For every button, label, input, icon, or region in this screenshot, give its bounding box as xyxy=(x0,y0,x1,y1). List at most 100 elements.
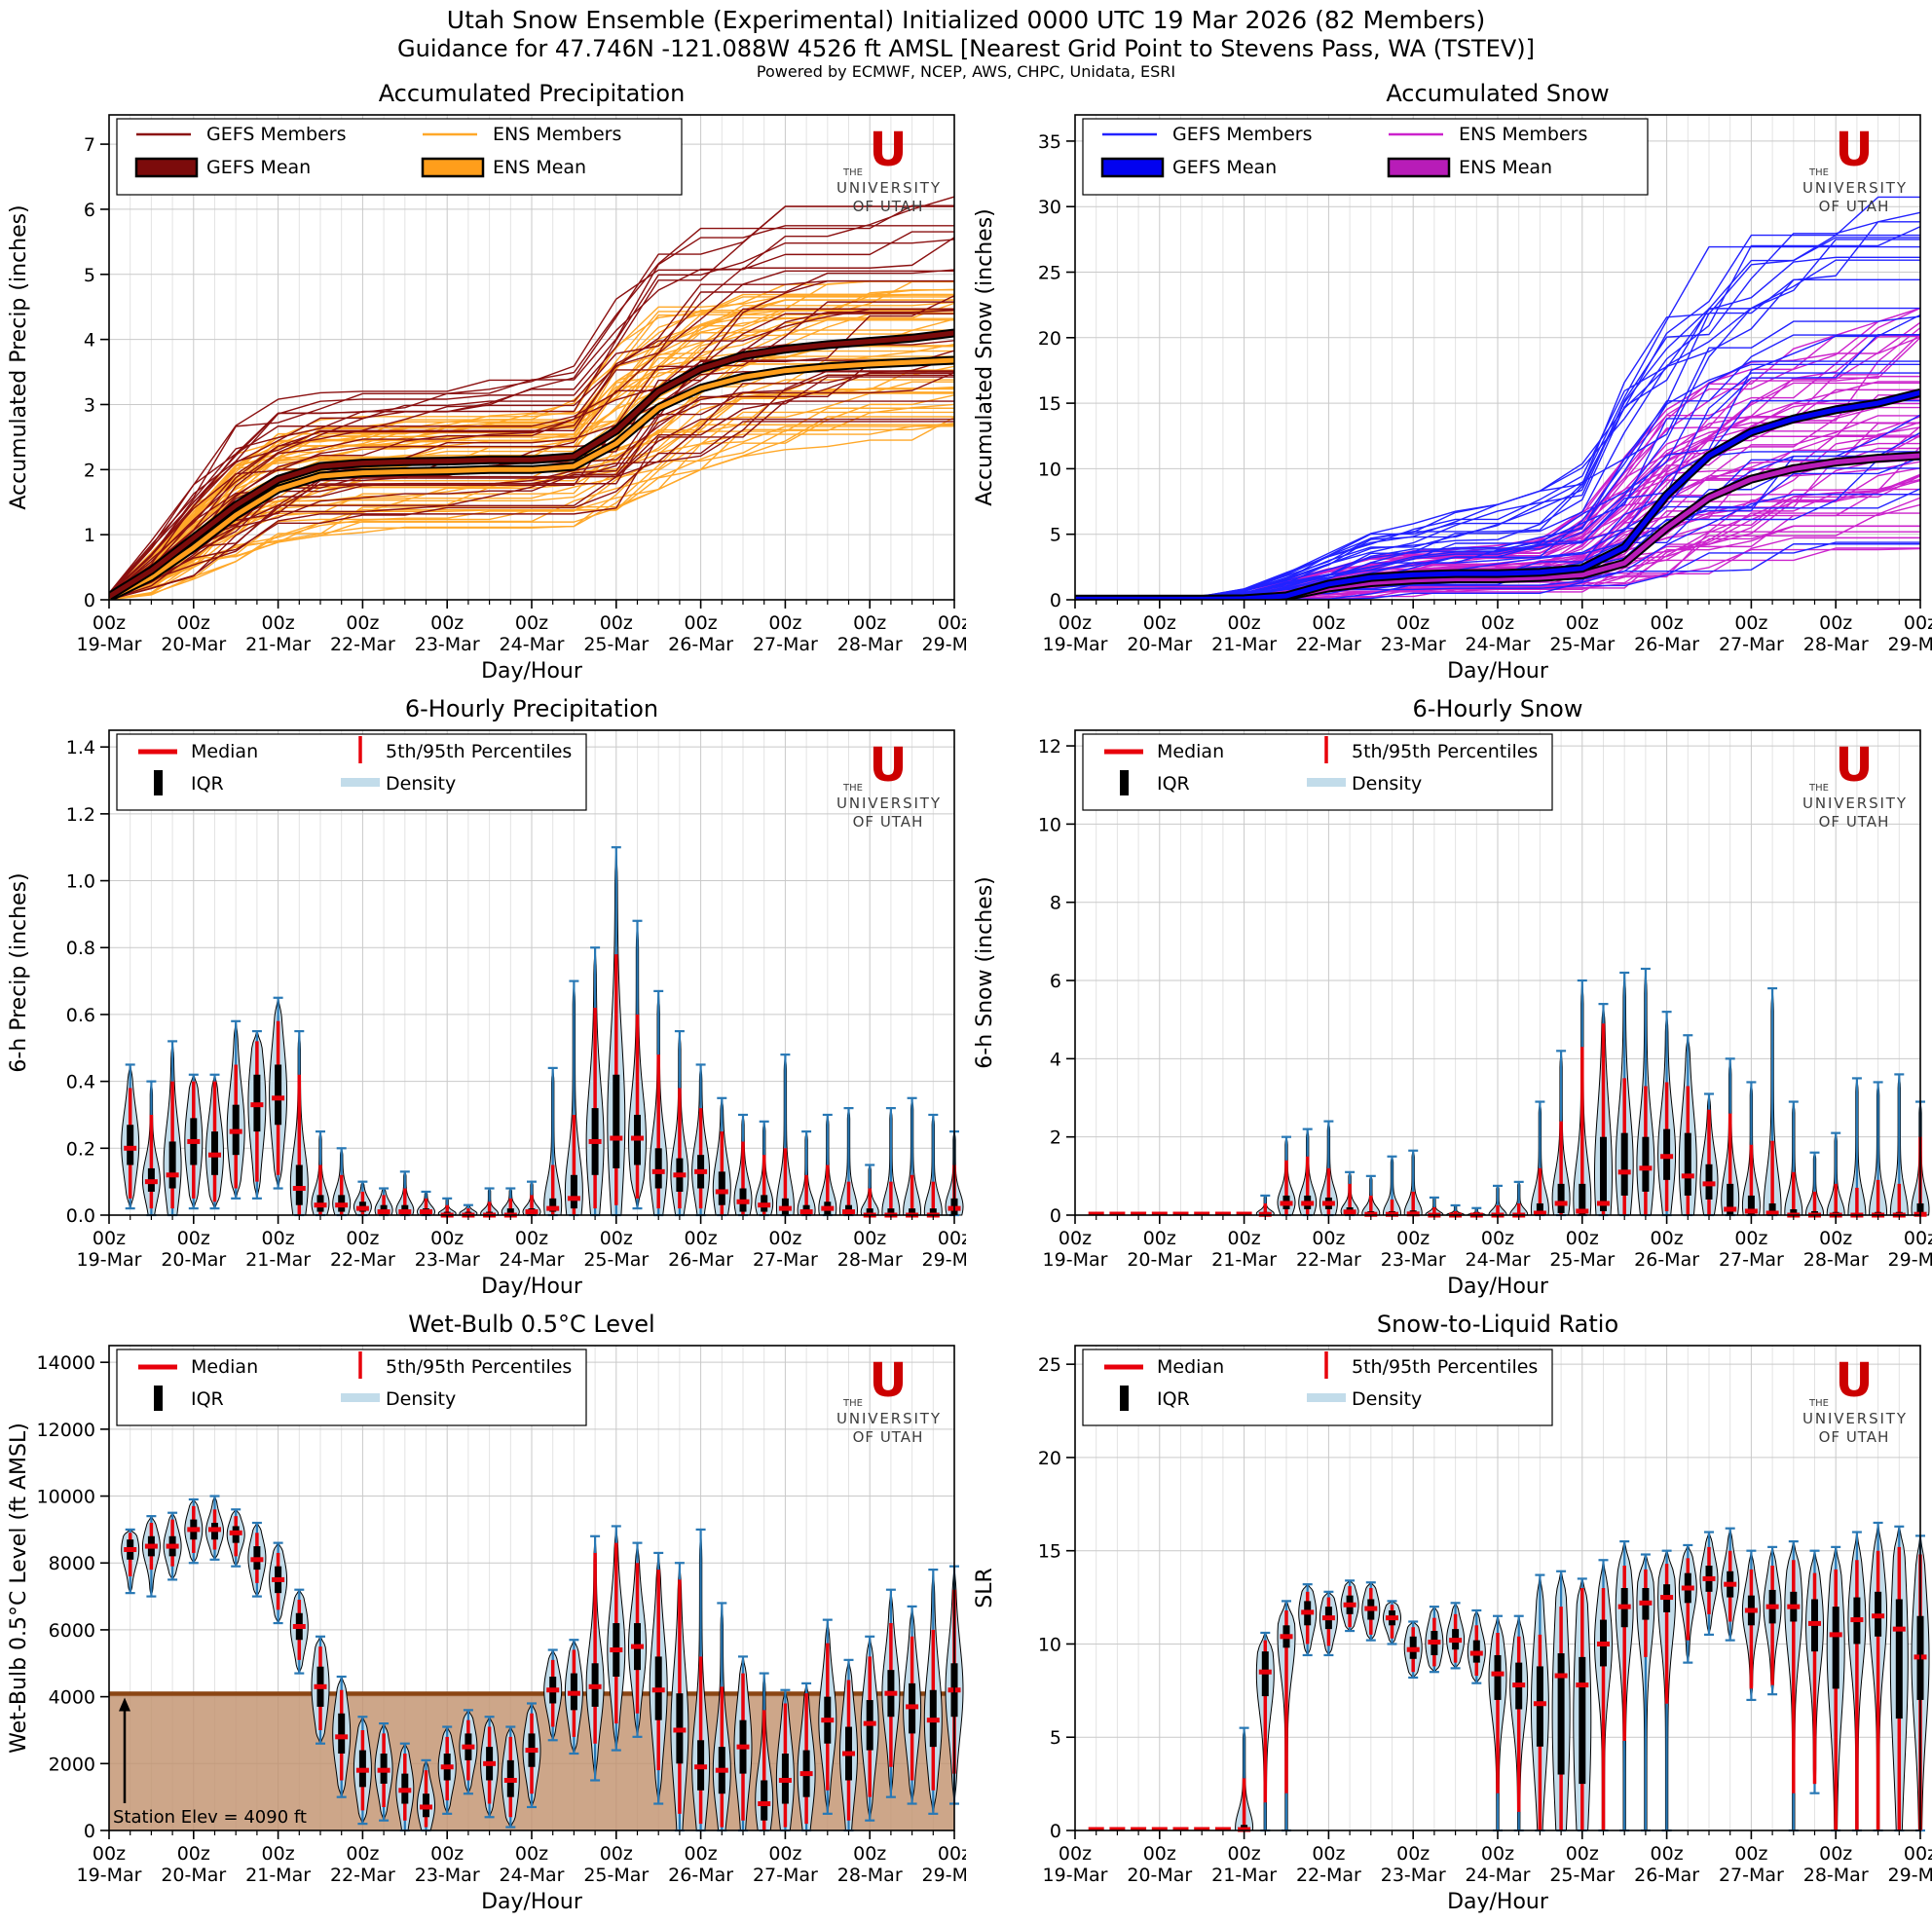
median-tick xyxy=(1829,1632,1842,1638)
legend: Median IQR 5th/95th Percentiles Density xyxy=(1082,1349,1553,1426)
iqr-box xyxy=(570,1174,577,1209)
y-tick-label: 4 xyxy=(84,330,95,351)
median-tick xyxy=(144,1179,158,1185)
median-tick xyxy=(694,1764,708,1770)
svg-text:THE: THE xyxy=(1808,783,1829,794)
x-axis-label: Day/Hour xyxy=(1447,659,1549,684)
x-tick-hour: 00z xyxy=(1059,1843,1092,1865)
x-tick-day: 19-Mar xyxy=(77,1249,142,1271)
svg-text:UNIVERSITY: UNIVERSITY xyxy=(836,795,941,812)
median-tick xyxy=(1744,1208,1758,1214)
x-tick-day: 22-Mar xyxy=(330,1865,395,1886)
y-tick-label: 1 xyxy=(84,525,95,546)
x-tick-hour: 00z xyxy=(1396,1228,1430,1249)
median-tick xyxy=(1258,1211,1272,1217)
median-tick xyxy=(503,1777,517,1783)
median-tick xyxy=(1892,1626,1906,1632)
zero-dash xyxy=(1131,1827,1147,1830)
y-tick-label: 0.0 xyxy=(66,1205,95,1227)
plot-frame xyxy=(1074,729,1921,1216)
legend-label: GEFS Members xyxy=(206,124,346,145)
median-tick xyxy=(546,1687,560,1693)
x-axis-label: Day/Hour xyxy=(481,1275,583,1299)
iqr-box xyxy=(1747,1195,1755,1215)
x-tick-hour: 00z xyxy=(1396,612,1430,634)
iqr-box xyxy=(1895,1599,1903,1719)
median-tick xyxy=(1660,1154,1674,1160)
median-tick xyxy=(377,1209,390,1215)
median-tick xyxy=(1639,1165,1653,1171)
y-axis-label: SLR xyxy=(973,1568,997,1608)
median-tick xyxy=(1321,1615,1335,1621)
legend: Median IQR 5th/95th Percentiles Density xyxy=(1082,733,1553,811)
y-tick-label: 35 xyxy=(1038,131,1061,153)
y-axis-label: Accumulated Snow (inches) xyxy=(973,208,997,506)
x-tick-hour: 00z xyxy=(1819,612,1852,634)
x-tick-hour: 00z xyxy=(1651,612,1684,634)
x-tick-day: 28-Mar xyxy=(1803,1865,1869,1886)
median-tick xyxy=(1469,1650,1483,1656)
plot-frame xyxy=(108,1345,955,1831)
median-tick xyxy=(778,1777,792,1783)
iqr-box xyxy=(1790,1208,1798,1215)
median-tick xyxy=(1280,1634,1293,1640)
x-tick-hour: 00z xyxy=(600,612,633,634)
y-tick-label: 5 xyxy=(1050,525,1061,546)
station-elevation-annotation: Station Elev = 4090 ft xyxy=(113,1807,307,1828)
median-tick xyxy=(1386,1615,1398,1621)
x-tick-day: 28-Mar xyxy=(837,1249,903,1271)
x-tick-hour: 00z xyxy=(1059,612,1092,634)
median-tick xyxy=(588,1138,602,1144)
median-tick xyxy=(694,1168,708,1174)
x-tick-day: 22-Mar xyxy=(1296,1865,1361,1886)
median-tick xyxy=(1343,1602,1356,1608)
x-tick-hour: 00z xyxy=(1566,1228,1599,1249)
svg-text:OF UTAH: OF UTAH xyxy=(853,198,924,215)
median-tick xyxy=(355,1767,369,1773)
median-tick xyxy=(1850,1617,1864,1623)
median-tick xyxy=(1597,1201,1610,1206)
median-tick xyxy=(1491,1671,1505,1677)
x-tick-hour: 00z xyxy=(1651,1843,1684,1865)
y-tick-label: 3 xyxy=(84,394,95,416)
x-tick-day: 28-Mar xyxy=(837,1865,903,1886)
y-axis-label: 6-h Snow (inches) xyxy=(973,876,997,1068)
legend: GEFS Members GEFS Mean ENS Members ENS Mean xyxy=(116,118,683,196)
median-tick xyxy=(567,1690,580,1696)
median-tick xyxy=(610,1647,623,1653)
x-tick-day: 23-Mar xyxy=(415,1249,480,1271)
zero-dash xyxy=(1236,1211,1252,1215)
utah-u-icon: U xyxy=(1836,1353,1874,1408)
plot-six-hourly-precipitation: 00z19-Mar00z20-Mar00z21-Mar00z22-Mar00z2… xyxy=(7,729,966,1299)
y-tick-label: 15 xyxy=(1038,1541,1061,1563)
y-tick-label: 12 xyxy=(1038,736,1061,758)
x-tick-day: 24-Mar xyxy=(500,1865,565,1886)
panel-six-hourly-precipitation: 6-Hourly Precipitation 00z 19-Mar 00z 20-Ma… xyxy=(0,693,966,1307)
arrow-up-icon xyxy=(119,1697,130,1712)
utah-u-icon: U xyxy=(1836,738,1874,793)
svg-text:Density: Density xyxy=(1352,773,1422,795)
plot-accumulated-precipitation: 00z19-Mar00z20-Mar00z21-Mar00z22-Mar00z2… xyxy=(7,114,966,684)
median-tick xyxy=(1364,1606,1378,1611)
y-tick-label: 6 xyxy=(84,200,95,221)
iqr-box xyxy=(1536,1666,1543,1747)
x-tick-day: 26-Mar xyxy=(1634,634,1699,655)
x-axis-label: Day/Hour xyxy=(1447,1890,1549,1914)
legend-label: ENS Mean xyxy=(493,157,586,178)
x-tick-day: 29-Mar xyxy=(922,1865,966,1886)
median-tick xyxy=(1872,1613,1885,1619)
legend-label: GEFS Members xyxy=(1172,124,1312,145)
iqr-box xyxy=(506,1208,514,1215)
plot-frame xyxy=(108,729,955,1216)
median-tick xyxy=(1639,1600,1653,1606)
svg-text:UNIVERSITY: UNIVERSITY xyxy=(836,179,941,197)
median-tick xyxy=(1681,1585,1694,1591)
x-tick-hour: 00z xyxy=(1904,1228,1932,1249)
zero-dash xyxy=(1194,1827,1210,1830)
median-tick xyxy=(1702,1575,1716,1581)
violins xyxy=(1088,967,1930,1218)
y-tick-label: 1.0 xyxy=(66,871,95,893)
iqr-box xyxy=(1557,1183,1565,1213)
